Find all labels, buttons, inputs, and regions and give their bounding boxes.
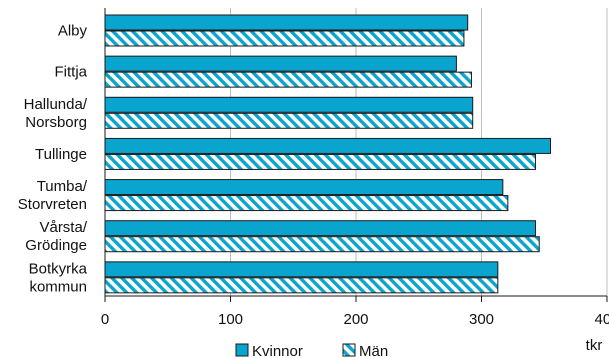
category-label-4-0: Tumba/ <box>37 178 88 195</box>
bar-man-1 <box>104 71 472 88</box>
x-axis: 0 100 200 300 400 <box>101 8 609 328</box>
x-tick-label-2: 200 <box>343 311 368 328</box>
category-labels: Alby Fittja Hallunda/Norsborg Tullinge Tumba… <box>18 23 88 296</box>
category-label-6-0: Botkyrka <box>29 260 88 277</box>
category-label-5-0: Vårsta/ <box>39 219 87 236</box>
bar-man-4 <box>104 195 509 212</box>
bar-man-0 <box>104 30 465 47</box>
category-label-2-1: Norsborg <box>25 114 87 131</box>
x-axis-unit: tkr <box>586 337 603 354</box>
bar-man-2 <box>104 112 474 129</box>
category-label-2-0: Hallunda/ <box>24 96 88 113</box>
bar-kvinnor-2 <box>104 96 474 113</box>
x-tick-label-4: 400 <box>594 311 609 328</box>
bar-kvinnor-6 <box>104 261 499 278</box>
legend-swatch-man <box>342 343 356 357</box>
category-label-3-0: Tullinge <box>35 146 87 163</box>
legend: Kvinnor Män <box>235 343 388 358</box>
bars <box>104 14 552 294</box>
bar-man-3 <box>104 153 536 170</box>
category-label-5-1: Grödinge <box>25 237 87 254</box>
bar-kvinnor-0 <box>104 14 469 31</box>
legend-label-0: Kvinnor <box>252 343 303 358</box>
bar-kvinnor-4 <box>104 179 504 196</box>
bar-kvinnor-5 <box>104 220 536 237</box>
category-label-4-1: Storvreten <box>18 196 87 213</box>
bar-kvinnor-1 <box>104 55 457 72</box>
bar-man-5 <box>104 236 540 253</box>
x-tick-label-1: 100 <box>218 311 243 328</box>
category-label-0-0: Alby <box>58 23 88 40</box>
legend-swatch-kvinnor <box>235 343 249 357</box>
bar-man-6 <box>104 277 499 294</box>
legend-label-1: Män <box>359 343 388 358</box>
bar-kvinnor-3 <box>104 137 552 154</box>
x-tick-label-0: 0 <box>101 311 109 328</box>
x-tick-label-3: 300 <box>469 311 494 328</box>
category-label-1-0: Fittja <box>54 64 87 81</box>
category-label-6-1: kommun <box>29 278 87 295</box>
